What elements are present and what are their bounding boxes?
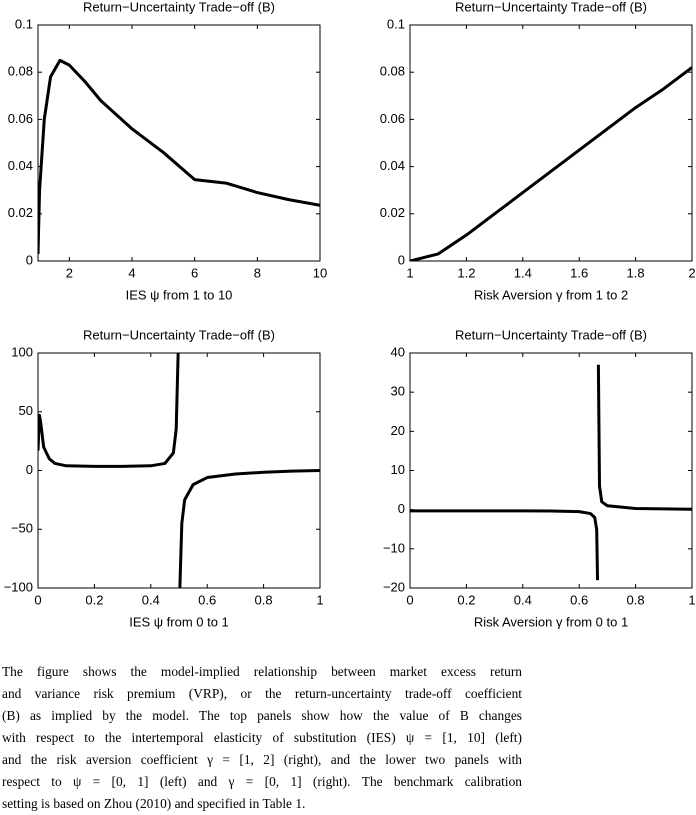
data-line <box>410 66 692 261</box>
y-tick-label: 0.1 <box>387 16 405 31</box>
x-tick-label: 0.2 <box>457 592 475 607</box>
chart-title: Return−Uncertainty Trade−off (B) <box>83 0 275 14</box>
caption-line: (B) as implied by the model. The top pan… <box>2 708 522 723</box>
caption-line: and the risk aversion coefficient γ = [1… <box>2 752 522 767</box>
x-tick-label: 1.6 <box>570 265 588 280</box>
y-tick-label: 0 <box>398 252 405 267</box>
x-tick-label: 2 <box>688 265 695 280</box>
y-tick-label: 0 <box>398 501 405 516</box>
x-tick-label: 1.8 <box>627 265 645 280</box>
y-tick-label: −50 <box>11 521 33 536</box>
x-tick-label: 0.4 <box>142 592 160 607</box>
y-tick-label: −20 <box>383 579 405 594</box>
x-tick-label: 0.6 <box>198 592 216 607</box>
caption-line: and variance risk premium (VRP), or the … <box>2 686 522 701</box>
x-tick-label: 4 <box>128 265 135 280</box>
caption-line: The figure shows the model-implied relat… <box>2 664 522 679</box>
y-tick-label: 0 <box>26 462 33 477</box>
x-tick-label: 1.2 <box>457 265 475 280</box>
x-tick-label: 1 <box>406 265 413 280</box>
data-line <box>38 58 320 254</box>
axes-box <box>409 352 693 589</box>
data-line <box>38 353 320 588</box>
y-tick-label: 0.04 <box>8 158 33 173</box>
y-tick-label: 0.06 <box>8 111 33 126</box>
x-tick-label: 0 <box>34 592 41 607</box>
axes-box <box>37 352 321 589</box>
y-tick-label: 0.08 <box>380 64 405 79</box>
chart-title: Return−Uncertainty Trade−off (B) <box>455 0 647 14</box>
x-axis-label: Risk Aversion γ from 0 to 1 <box>474 614 628 629</box>
caption-line: setting is based on Zhou (2010) and spec… <box>2 796 306 811</box>
x-axis-label: IES ψ from 1 to 10 <box>126 287 233 302</box>
y-tick-label: 100 <box>11 344 33 359</box>
y-tick-label: 0.02 <box>380 205 405 220</box>
x-tick-label: 0.4 <box>514 592 532 607</box>
y-tick-label: 0.04 <box>380 158 405 173</box>
x-tick-label: 0.2 <box>85 592 103 607</box>
caption-line: with respect to the intertemporal elasti… <box>2 730 522 745</box>
y-tick-label: 0.08 <box>8 64 33 79</box>
x-tick-label: 0.8 <box>627 592 645 607</box>
x-tick-label: 0 <box>406 592 413 607</box>
axes-box <box>37 24 321 262</box>
y-tick-label: −10 <box>383 540 405 555</box>
caption: The figure shows the model-implied relat… <box>2 661 522 815</box>
x-tick-label: 2 <box>66 265 73 280</box>
x-axis-label: IES ψ from 0 to 1 <box>129 614 229 629</box>
x-tick-label: 10 <box>313 265 327 280</box>
y-tick-label: 0 <box>26 252 33 267</box>
x-tick-label: 0.6 <box>570 592 588 607</box>
chart-title: Return−Uncertainty Trade−off (B) <box>455 327 647 342</box>
y-tick-label: 50 <box>19 403 33 418</box>
y-tick-label: 0.02 <box>8 205 33 220</box>
x-axis-label: Risk Aversion γ from 1 to 2 <box>474 287 628 302</box>
y-tick-label: 0.1 <box>15 16 33 31</box>
y-tick-label: 30 <box>391 384 405 399</box>
x-tick-label: 1 <box>316 592 323 607</box>
y-tick-label: −100 <box>4 579 33 594</box>
x-tick-label: 6 <box>191 265 198 280</box>
y-tick-label: 20 <box>391 423 405 438</box>
x-tick-label: 0.8 <box>255 592 273 607</box>
figure: Return−Uncertainty Trade−off (B) IES ψ fr… <box>4 0 696 629</box>
y-tick-label: 40 <box>391 344 405 359</box>
chart-title: Return−Uncertainty Trade−off (B) <box>83 327 275 342</box>
x-tick-label: 1 <box>688 592 695 607</box>
x-tick-label: 1.4 <box>514 265 532 280</box>
y-tick-label: 0.06 <box>380 111 405 126</box>
data-line <box>410 364 692 581</box>
y-tick-label: 10 <box>391 462 405 477</box>
x-tick-label: 8 <box>254 265 261 280</box>
axes-box <box>409 24 693 262</box>
caption-line: respect to ψ = [0, 1] (left) and γ = [0,… <box>2 774 522 789</box>
